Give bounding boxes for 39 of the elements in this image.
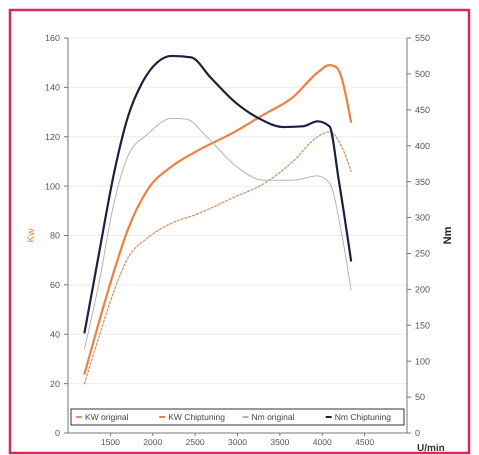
line-series	[83, 54, 352, 334]
y2-tick-label: 400	[415, 140, 430, 151]
y2-tick-label: 500	[415, 69, 430, 80]
y-tick-label: 40	[50, 329, 60, 340]
legend-label: KW original	[85, 412, 129, 422]
y-tick-label: 120	[44, 132, 60, 142]
y2-tick-label: 250	[415, 248, 430, 259]
y-tick-label: 20	[50, 378, 60, 389]
y2-tick-label: 150	[415, 320, 430, 330]
y2-tick-label: 50	[415, 392, 426, 402]
y2-axis-title: Nm	[442, 226, 454, 244]
y-tick-label: 140	[44, 82, 60, 93]
y-axis-title: Kw	[26, 228, 37, 242]
y-tick-label: 60	[50, 280, 60, 290]
x-tick-label: 2500	[186, 437, 205, 447]
line-series	[83, 64, 352, 375]
y2-tick-label: 550	[415, 33, 430, 44]
legend-label: KW Chiptuning	[168, 412, 226, 422]
x-tick-label: 3500	[270, 437, 290, 447]
x-tick-label: 1500	[100, 437, 120, 447]
x-tick-label: 3000	[228, 437, 248, 447]
y2-tick-label: 450	[415, 104, 430, 115]
y2-tick-label: 300	[415, 212, 430, 223]
y2-tick-label: 200	[415, 284, 430, 295]
y2-tick-label: 0	[415, 428, 420, 438]
y2-tick-label: 100	[415, 356, 430, 366]
y2-tick-label: 350	[415, 176, 430, 187]
y-tick-label: 80	[50, 230, 60, 241]
y-tick-label: 160	[44, 33, 60, 44]
legend-label: Nm Chiptuning	[334, 412, 392, 422]
y-tick-label: 0	[54, 428, 60, 438]
legend-label: Nm original	[252, 412, 295, 422]
x-axis-title: U/min	[417, 443, 445, 454]
line-series	[84, 118, 352, 350]
x-tick-label: 2000	[143, 437, 162, 447]
x-tick-label: 4000	[312, 437, 332, 447]
line-series	[84, 131, 352, 384]
x-tick-label: 4500	[355, 437, 374, 447]
y-tick-label: 100	[44, 181, 60, 192]
